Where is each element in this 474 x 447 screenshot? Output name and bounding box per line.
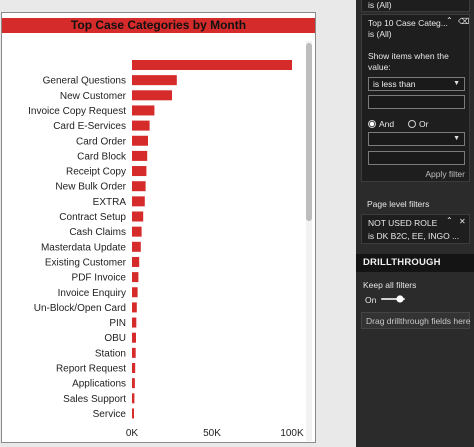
x-tick-label: 100K [280,428,304,439]
value-input-2[interactable] [368,151,465,165]
filter-value: is (All) [368,0,392,10]
category-label: New Bulk Order [55,182,126,193]
x-tick-label: 50K [203,428,221,439]
bar[interactable] [132,302,137,313]
filter-value: is (All) [368,29,392,39]
bar[interactable] [132,226,142,237]
chart-svg: General Questions New Customer Invoice Cop… [28,60,304,439]
category-label: Applications [72,379,126,390]
chevron-up-icon[interactable]: ⌃ [446,16,453,25]
bar[interactable] [132,256,140,267]
radio-icon [368,120,376,128]
condition-1-value: is less than [373,79,416,89]
bar-chart-visual[interactable]: Top Case Categories by Month General Que… [1,12,316,443]
filter-card-top10[interactable]: Top 10 Case Categ... ⌃ ⌫ is (All) Show i… [361,14,470,182]
drillthrough-header: DRILLTHROUGH [356,254,474,272]
report-canvas: Top Case Categories by Month General Que… [1,12,316,443]
category-label: Station [95,348,126,359]
close-icon[interactable]: ✕ [459,217,466,226]
value-input-1[interactable] [368,95,465,109]
drag-hint: Drag drillthrough fields here [366,316,471,326]
category-label: Contract Setup [59,212,126,223]
category-label: New Customer [60,91,127,102]
category-label: Invoice Enquiry [58,288,126,299]
page-filter-card[interactable]: NOT USED ROLE ⌃ ✕ is DK B2C, EE, INGO ..… [361,214,470,244]
filter-title: Top 10 Case Categ... [368,18,448,28]
erase-icon[interactable]: ⌫ [458,17,470,26]
category-label: Service [93,409,127,420]
show-items-label: Show items when the value: [368,51,449,72]
bar[interactable] [132,393,135,404]
drillthrough-drop-zone[interactable]: Drag drillthrough fields here [361,312,470,329]
toggle-state-label: On [365,295,377,305]
chart-title: Top Case Categories by Month [2,18,315,33]
page-level-filters-label: Page level filters [367,199,430,209]
bar[interactable] [132,150,148,161]
bar[interactable] [132,241,141,252]
x-tick-label: 0K [126,428,139,439]
category-label: Masterdata Update [41,242,126,253]
bar[interactable] [132,317,137,328]
and-label: And [379,119,395,129]
bar[interactable] [132,105,155,116]
category-label: Un-Block/Open Card [34,303,126,314]
bar[interactable] [132,181,146,192]
category-label: Card Order [76,136,127,147]
condition-dropdown-1[interactable]: is less than ▼ [368,77,465,91]
bar[interactable] [132,166,147,177]
bar[interactable] [132,378,135,389]
bar[interactable] [132,90,172,101]
category-label: Card E-Services [53,121,126,132]
category-label: General Questions [43,76,126,87]
category-label: PDF Invoice [72,273,127,284]
bar[interactable] [132,120,150,131]
or-label: Or [419,119,429,129]
category-label: PIN [109,318,126,329]
radio-or[interactable]: Or [408,119,428,129]
apply-filter-link[interactable]: Apply filter [425,169,465,179]
chevron-down-icon: ▼ [453,80,460,87]
category-label: Sales Support [63,394,126,405]
bar[interactable] [132,272,139,283]
category-label: OBU [104,333,126,344]
category-label: Existing Customer [45,257,127,268]
scrollbar-track[interactable] [306,41,312,441]
bar[interactable] [132,332,136,343]
filters-pane: is (All) Top 10 Case Categ... ⌃ ⌫ is (Al… [356,0,474,447]
category-label: Cash Claims [69,227,126,238]
bar[interactable] [132,347,136,358]
bar[interactable] [132,196,145,207]
bar[interactable] [132,211,144,222]
bar[interactable] [132,287,138,298]
category-label: Receipt Copy [66,167,126,178]
bar[interactable] [132,135,148,146]
chevron-up-icon[interactable]: ⌃ [446,216,453,225]
bar[interactable] [132,60,292,70]
category-label: Invoice Copy Request [28,106,126,117]
keep-filters-toggle[interactable] [381,295,405,303]
radio-icon [408,120,416,128]
bar[interactable] [132,408,134,419]
filter-card-top[interactable]: is (All) [361,0,470,12]
category-label: Report Request [56,364,126,375]
chevron-down-icon: ▼ [453,135,460,142]
bar[interactable] [132,75,177,86]
scrollbar-thumb[interactable] [306,43,312,221]
category-label: Card Block [77,151,127,162]
page-filter-value: is DK B2C, EE, INGO ... [368,231,460,241]
radio-and[interactable]: And [368,119,394,129]
keep-filters-label: Keep all filters [363,280,417,290]
page-filter-title: NOT USED ROLE [368,218,438,228]
bar[interactable] [132,363,136,373]
category-label: EXTRA [93,197,127,208]
condition-dropdown-2[interactable]: ▼ [368,132,465,146]
